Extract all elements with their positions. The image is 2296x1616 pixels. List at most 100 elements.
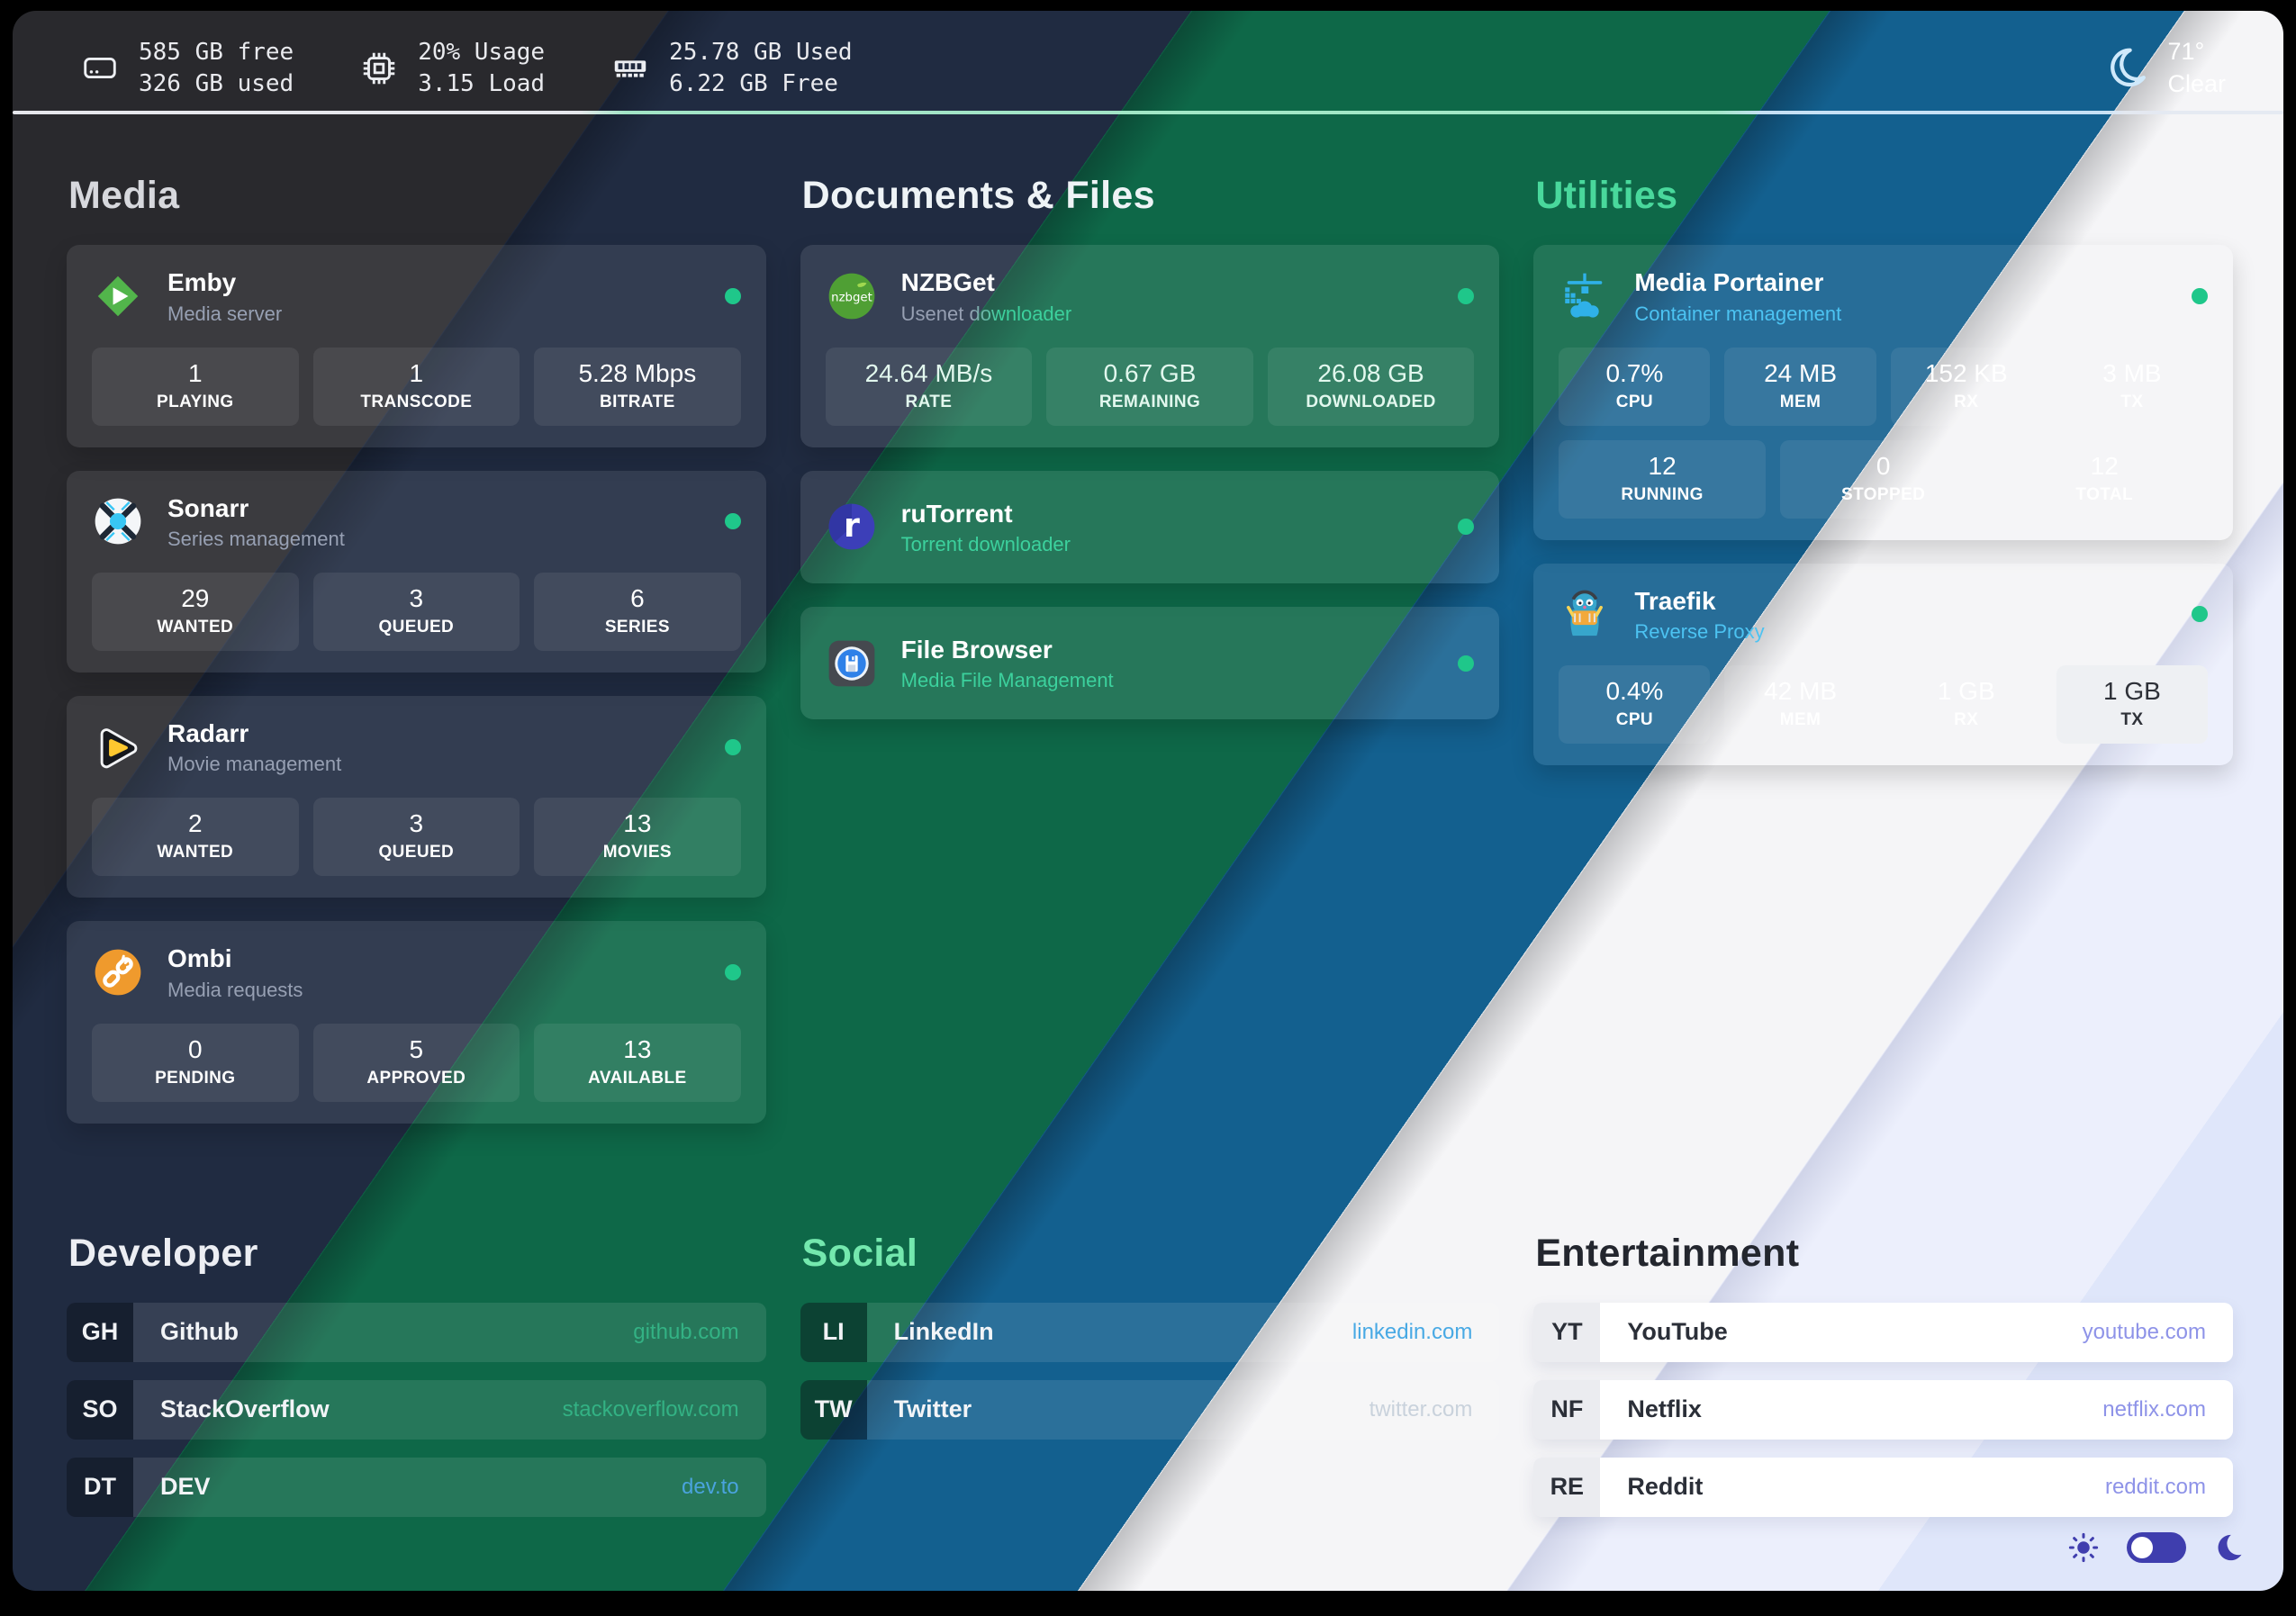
- app-card-traefik[interactable]: Traefik Reverse Proxy 0.4% CPU 42 MB MEM 1 GB R…: [1533, 563, 2233, 766]
- app-card-sonarr[interactable]: Sonarr Series management 29 WANTED 3 QUEUED 6 S…: [67, 470, 766, 673]
- portainer-icon: [1559, 270, 1611, 322]
- section-utilities: Utilities Media Portainer Container manage…: [1533, 174, 2233, 789]
- stat-value: 24 MB: [1764, 358, 1838, 387]
- app-card-rutorrent[interactable]: r ruTorrent Torrent downloader: [800, 470, 1500, 584]
- stat-label: QUEUED: [378, 618, 455, 637]
- stat-label: CPU: [1615, 710, 1654, 730]
- stat-box: 3 QUEUED: [312, 798, 520, 877]
- bookmark-abbr: DT: [67, 1457, 133, 1517]
- app-titles: Radarr Movie management: [167, 718, 341, 776]
- app-stats: 24.64 MB/s RATE 0.67 GB REMAINING 26.08 GB DO…: [825, 347, 1475, 426]
- moon-icon[interactable]: [2213, 1532, 2244, 1563]
- bookmark-row-body: Twitter twitter.com: [866, 1379, 1500, 1440]
- app-card-nzbget[interactable]: nzbget NZBGet Usenet downloader 24.64 MB/s R…: [800, 245, 1500, 447]
- bookmark-github[interactable]: GH Github github.com: [67, 1302, 766, 1362]
- svg-text:r: r: [844, 506, 860, 545]
- section-title-media: Media: [68, 174, 180, 218]
- status-online-dot: [1458, 519, 1475, 536]
- bookmark-name: YouTube: [1627, 1318, 1728, 1346]
- bookmark-domain: linkedin.com: [1351, 1319, 1473, 1344]
- app-titles: NZBGet Usenet downloader: [901, 266, 1072, 325]
- sun-icon[interactable]: [2067, 1531, 2100, 1564]
- stat-label: TX: [2120, 392, 2144, 411]
- bookmark-name: Netflix: [1627, 1395, 1702, 1423]
- stat-value: 0: [187, 1034, 203, 1063]
- stat-box: 26.08 GB DOWNLOADED: [1267, 347, 1475, 426]
- stat-box: 1 GB TX: [2056, 665, 2208, 745]
- stat-value: 26.08 GB: [1317, 358, 1424, 387]
- stat-box: 5 APPROVED: [312, 1023, 520, 1102]
- app-name: Media Portainer: [1634, 268, 1824, 297]
- weather-moon-icon: [2101, 44, 2149, 93]
- stat-box: 1 PLAYING: [92, 347, 299, 426]
- stat-box: 24.64 MB/s RATE: [825, 347, 1033, 426]
- bookmark-reddit[interactable]: RE Reddit reddit.com: [1533, 1457, 2233, 1517]
- cpu-icon: [358, 48, 400, 89]
- app-card-header: Sonarr Series management: [92, 492, 741, 551]
- app-card-header: r ruTorrent Torrent downloader: [826, 498, 1475, 556]
- bookmark-list: LI LinkedIn linkedin.com TW Twitter twitter.c…: [800, 1302, 1500, 1440]
- section-social: Social LI LinkedIn linkedin.com TW Twitter twi…: [800, 1232, 1500, 1458]
- status-online-dot: [724, 287, 741, 304]
- stat-label: RATE: [905, 392, 953, 411]
- dashboard-page: 585 GB free 326 GB used 20% Usage 3.15 L…: [13, 11, 2283, 1591]
- app-name: Sonarr: [167, 493, 249, 522]
- stat-value: 13: [623, 1034, 652, 1063]
- bookmark-stackoverflow[interactable]: SO StackOverflow stackoverflow.com: [67, 1379, 766, 1440]
- app-stats: 12 RUNNING 0 STOPPED 12 TOTAL: [1559, 439, 2208, 519]
- app-titles: ruTorrent Torrent downloader: [901, 498, 1071, 556]
- bookmark-linkedin[interactable]: LI LinkedIn linkedin.com: [800, 1302, 1500, 1362]
- stat-box: 13 MOVIES: [534, 798, 741, 877]
- status-online-dot: [1458, 287, 1475, 304]
- app-card-emby[interactable]: Emby Media server 1 PLAYING 1 TRANSCODE 5.28 M…: [67, 245, 766, 447]
- disk-used: 326 GB used: [139, 69, 294, 97]
- app-titles: Emby Media server: [167, 266, 282, 325]
- cpu-load: 3.15 Load: [418, 69, 546, 97]
- stat-label: RUNNING: [1621, 484, 1704, 504]
- ram-used: 25.78 GB Used: [669, 39, 853, 67]
- app-name: Emby: [167, 268, 237, 297]
- stat-label: RX: [1954, 392, 1979, 411]
- disk-status: 585 GB free 326 GB used: [79, 37, 294, 99]
- stat-label: MEM: [1779, 392, 1821, 411]
- stat-value: 5: [409, 1034, 424, 1063]
- bookmark-dev[interactable]: DT DEV dev.to: [67, 1457, 766, 1517]
- app-card-filebrowser[interactable]: File Browser Media File Management: [800, 607, 1500, 720]
- bookmark-row-body: YouTube youtube.com: [1600, 1302, 2233, 1362]
- bookmark-row-body: StackOverflow stackoverflow.com: [133, 1379, 766, 1440]
- app-card-header: Emby Media server: [92, 266, 741, 325]
- bookmark-name: Reddit: [1627, 1473, 1704, 1501]
- bookmark-domain: reddit.com: [2104, 1474, 2206, 1499]
- app-card-radarr[interactable]: Radarr Movie management 2 WANTED 3 QUEUED 13 MO…: [67, 696, 766, 898]
- stat-value: 13: [623, 809, 652, 838]
- stat-value: 0.7%: [1605, 358, 1664, 387]
- app-name: File Browser: [900, 636, 1053, 664]
- app-card-portainer[interactable]: Media Portainer Container management 0.7% C…: [1533, 245, 2233, 540]
- bookmark-twitter[interactable]: TW Twitter twitter.com: [800, 1379, 1500, 1440]
- stat-box: 152 KB RX: [1890, 347, 2042, 426]
- app-description: Container management: [1634, 302, 1842, 325]
- bookmark-netflix[interactable]: NF Netflix netflix.com: [1533, 1379, 2233, 1440]
- app-name: Radarr: [167, 719, 249, 748]
- stat-value: 3 MB: [2102, 358, 2162, 387]
- bookmarks-grid: Developer GH Github github.com SO StackOverfl…: [13, 1232, 2283, 1535]
- bookmark-youtube[interactable]: YT YouTube youtube.com: [1533, 1302, 2233, 1362]
- app-description: Media requests: [167, 978, 303, 1001]
- stat-label: REMAINING: [1098, 392, 1201, 411]
- bookmark-domain: github.com: [633, 1319, 739, 1344]
- status-online-dot: [2192, 287, 2208, 304]
- stat-label: DOWNLOADED: [1306, 392, 1436, 411]
- theme-toggle[interactable]: [2127, 1532, 2186, 1563]
- traefik-icon: [1559, 588, 1611, 640]
- stat-label: WANTED: [157, 618, 234, 637]
- hdd-icon: [79, 48, 121, 89]
- section-entertainment: Entertainment YT YouTube youtube.com NF Netfl…: [1533, 1232, 2233, 1535]
- bookmark-domain: youtube.com: [2082, 1319, 2206, 1344]
- section-title-documents: Documents & Files: [801, 174, 1155, 218]
- app-titles: File Browser Media File Management: [901, 634, 1114, 692]
- section-title-developer: Developer: [68, 1231, 258, 1275]
- app-titles: Sonarr Series management: [167, 492, 345, 551]
- bookmark-domain: stackoverflow.com: [562, 1396, 739, 1422]
- app-card-ombi[interactable]: Ombi Media requests 0 PENDING 5 APPROVED 13 AVA…: [67, 921, 766, 1124]
- radarr-icon: [92, 721, 144, 773]
